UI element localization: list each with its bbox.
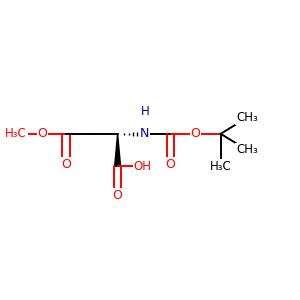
Text: O: O bbox=[191, 127, 201, 140]
Text: O: O bbox=[166, 158, 176, 171]
Polygon shape bbox=[115, 134, 121, 166]
Text: H₃C: H₃C bbox=[210, 160, 232, 173]
Text: CH₃: CH₃ bbox=[236, 143, 258, 157]
Text: N: N bbox=[140, 127, 149, 140]
Text: H₃C: H₃C bbox=[5, 127, 27, 140]
Text: O: O bbox=[113, 189, 122, 202]
Text: CH₃: CH₃ bbox=[236, 111, 258, 124]
Text: O: O bbox=[61, 158, 71, 171]
Text: OH: OH bbox=[134, 160, 152, 173]
Text: O: O bbox=[38, 127, 47, 140]
Text: H: H bbox=[141, 105, 150, 118]
